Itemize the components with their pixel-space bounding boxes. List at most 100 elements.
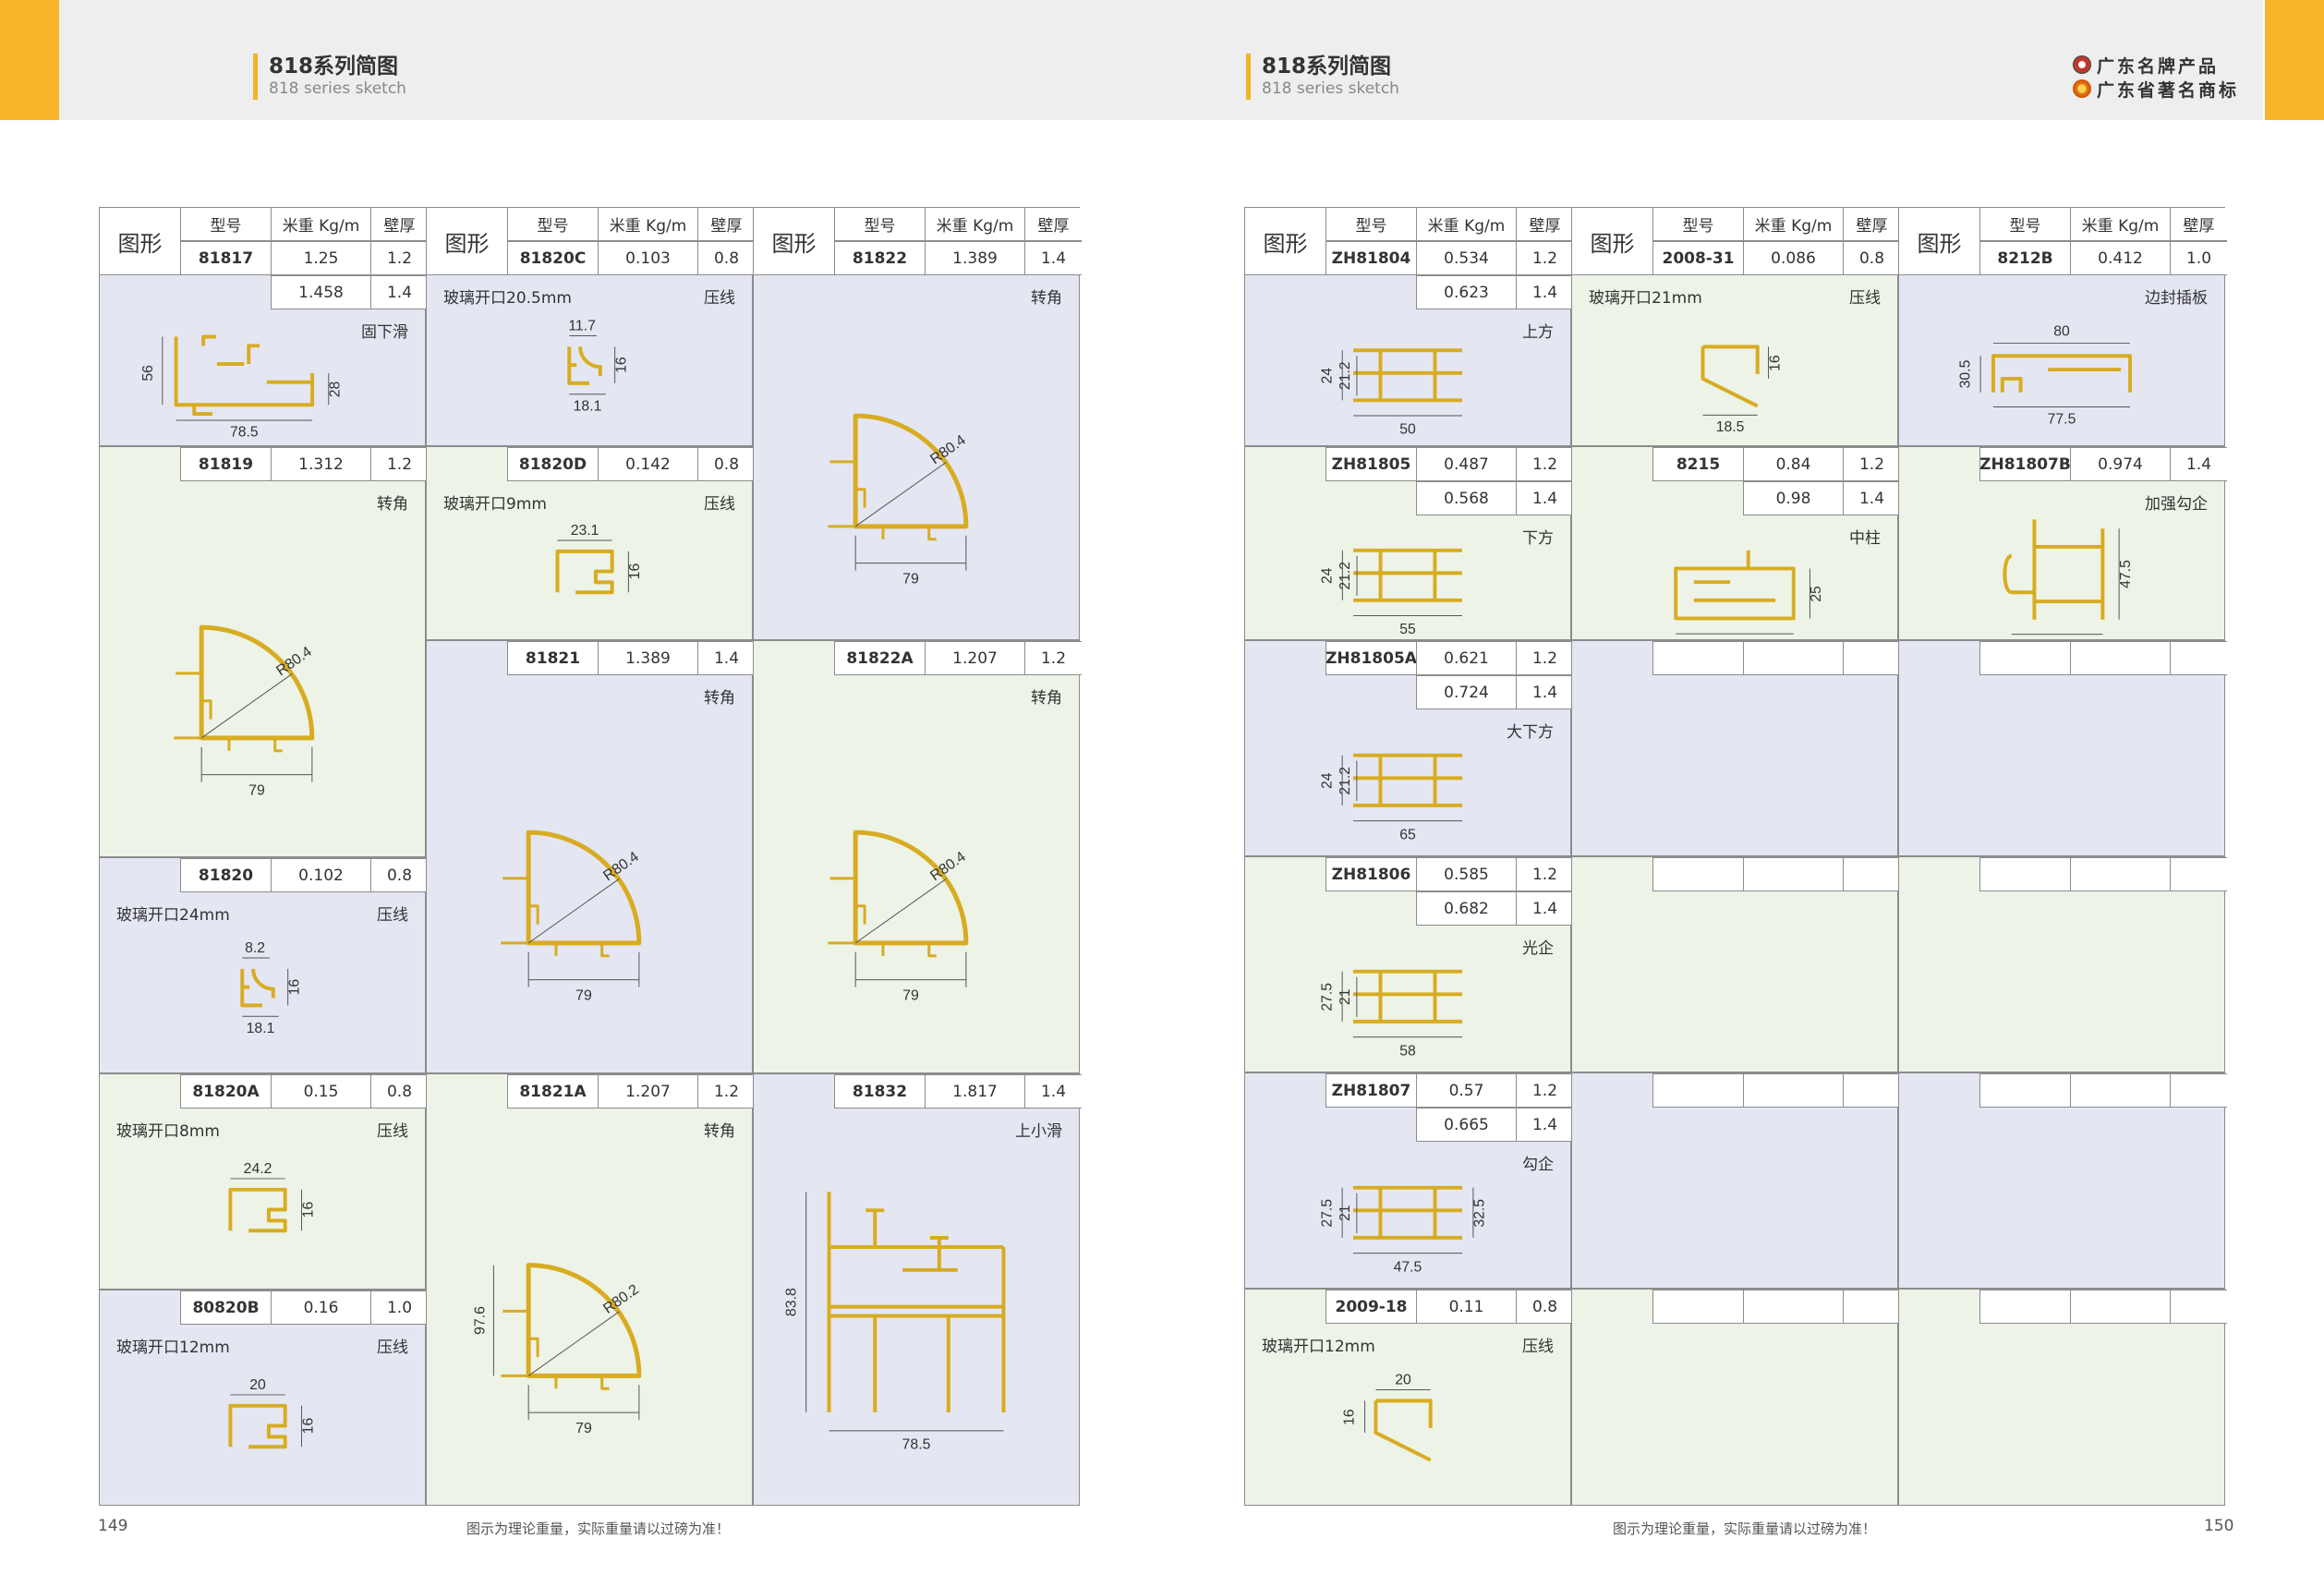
thickness-value: 1.2 [1516, 857, 1573, 891]
profile-outline [2003, 519, 2105, 620]
glass-opening-note: 玻璃开口8mm [116, 1122, 220, 1141]
model-number: 81820C [507, 241, 598, 275]
weight-value: 0.11 [1416, 1290, 1516, 1324]
dimension-label: 21.2 [1338, 767, 1353, 795]
profile-panel-ZH81806: ZH81806 0.585 1.2 0.682 1.4 光企 27.5 21 58 [1244, 856, 1573, 1072]
profile-svg: 24 21.2 65 [1319, 753, 1463, 842]
thickness-value: 1.2 [1843, 447, 1900, 481]
model-number: 8215 [1652, 447, 1743, 481]
weight-value: 0.412 [2070, 241, 2170, 275]
thickness-column-header: 壁厚 [1843, 208, 1900, 241]
profile-svg: 16 18.5 [1701, 345, 1783, 435]
dimension-label: 97.6 [472, 1306, 488, 1335]
profile-panel-ZH81805: ZH81805 0.487 1.2 0.568 1.4 下方 24 21.2 55 [1244, 446, 1573, 640]
profile-svg: 27.5 21 47.5 32.5 [1319, 1185, 1488, 1275]
weight-value: 0.534 [1416, 241, 1516, 275]
profile-outline [1991, 354, 2133, 393]
dimension-label: 55 [1399, 622, 1416, 637]
profile-drawing: 23.1 16 [427, 509, 752, 639]
dimension-label: 32.5 [1472, 1199, 1488, 1228]
weight-value: 1.207 [598, 1074, 697, 1108]
profile-panel-81821: 81821 1.389 1.4 转角 R80.4 79 [426, 640, 755, 1073]
dimension-label: 47.5 [1394, 1259, 1422, 1275]
empty-model-cell [1652, 1290, 1743, 1324]
weight-value: 1.817 [925, 1074, 1024, 1108]
page-number-right: 150 [2204, 1517, 2234, 1535]
profile-outline [174, 672, 283, 753]
profile-svg: 24 21.2 50 [1319, 348, 1462, 438]
dimension-label: 18.1 [574, 398, 602, 414]
profile-name: 压线 [377, 1339, 408, 1357]
empty-profile-panel [1898, 1072, 2227, 1289]
profile-svg: R80.479 [828, 830, 969, 1003]
empty-weight-cell [2070, 857, 2170, 891]
dimension-label: 83.8 [784, 1288, 800, 1316]
dimension-label: 24.2 [244, 1161, 272, 1177]
dimension-label: 20 [1395, 1373, 1411, 1388]
profile-svg: 56 28 78.5 [140, 334, 344, 441]
profile-panel-81817: 图形 型号 米重 Kg/m 壁厚 81817 1.25 1.2 1.458 1.4 固下滑 56 28… [99, 207, 428, 446]
empty-weight-cell [2070, 1073, 2170, 1108]
model-column-header: 型号 [834, 208, 925, 241]
thickness-value: 1.2 [1516, 1073, 1573, 1108]
thickness-value: 1.4 [1843, 481, 1900, 515]
weight-value: 1.25 [271, 241, 370, 275]
thickness-value: 0.8 [1516, 1290, 1573, 1324]
profile-drawing: R80.4 79 [754, 703, 1079, 1072]
profile-panel-81820D: 81820D 0.142 0.8 玻璃开口9mm 压线 23.1 16 [426, 446, 755, 640]
profile-drawing: R80.4 79 [100, 509, 425, 856]
profile-outline [853, 830, 969, 946]
weight-column-header: 米重 Kg/m [598, 208, 697, 241]
model-number: ZH81806 [1325, 857, 1416, 891]
profile-drawing: 20 16 [1245, 1351, 1570, 1505]
subtitle-text: 818 series sketch [269, 79, 406, 98]
weight-value: 0.487 [1416, 447, 1516, 481]
weight-value: 0.84 [1743, 447, 1843, 481]
model-column-header: 型号 [1325, 208, 1416, 241]
model-number: 2009-18 [1325, 1290, 1416, 1324]
thickness-value: 1.4 [1516, 891, 1573, 926]
profile-panel-81820A: 81820A 0.15 0.8 玻璃开口8mm 压线 24.2 16 [99, 1073, 428, 1290]
empty-weight-cell [2070, 641, 2170, 675]
profile-outline [501, 1309, 610, 1390]
empty-thickness-cell [2170, 1073, 2227, 1108]
dimension-label: 20 [249, 1377, 266, 1393]
empty-thickness-cell [1843, 641, 1900, 675]
thickness-column-header: 壁厚 [370, 208, 428, 241]
thickness-value: 0.8 [370, 858, 428, 892]
weight-value: 0.142 [598, 447, 697, 481]
dimension-label: 47.5 [2118, 560, 2134, 588]
profile-name: 转角 [1031, 689, 1062, 708]
profile-svg: R80.479 [174, 624, 315, 798]
thickness-column-header: 壁厚 [1516, 208, 1573, 241]
weight-value: 0.103 [598, 241, 697, 275]
profile-panel-81819: 81819 1.312 1.2 转角 R80.4 79 [99, 446, 428, 857]
model-column-header: 型号 [1652, 208, 1743, 241]
profile-drawing: 24 21.2 55 [1245, 543, 1570, 639]
profile-svg: 83.8 78.5 [784, 1192, 1006, 1453]
glass-opening-note: 玻璃开口24mm [116, 906, 230, 925]
profile-outline [1352, 1185, 1463, 1240]
radius-line [527, 878, 620, 944]
empty-weight-cell [2070, 1290, 2170, 1324]
profile-outline [853, 413, 969, 529]
weight-value: 1.389 [598, 641, 697, 675]
profile-svg: R80.479 [501, 830, 642, 1003]
shape-column-label: 图形 [754, 208, 835, 275]
thickness-value: 1.4 [1516, 1108, 1573, 1142]
thickness-column-header: 壁厚 [2170, 208, 2227, 241]
profile-drawing: R80.4 79 [427, 703, 752, 1072]
empty-thickness-cell [2170, 641, 2227, 675]
thickness-value: 0.8 [697, 241, 755, 275]
glass-opening-note: 玻璃开口20.5mm [443, 289, 572, 308]
weight-value: 1.458 [271, 275, 370, 309]
profile-drawing: 8.2 16 18.1 [100, 920, 425, 1072]
profile-svg: 8.2 16 18.1 [240, 940, 303, 1036]
profile-outline [228, 1187, 287, 1233]
trademark-seal-icon [2073, 79, 2091, 98]
dimension-label: 80 [2053, 324, 2070, 340]
thickness-value: 1.4 [370, 275, 428, 309]
weight-value: 0.15 [271, 1074, 370, 1108]
profile-outline [526, 1263, 642, 1378]
